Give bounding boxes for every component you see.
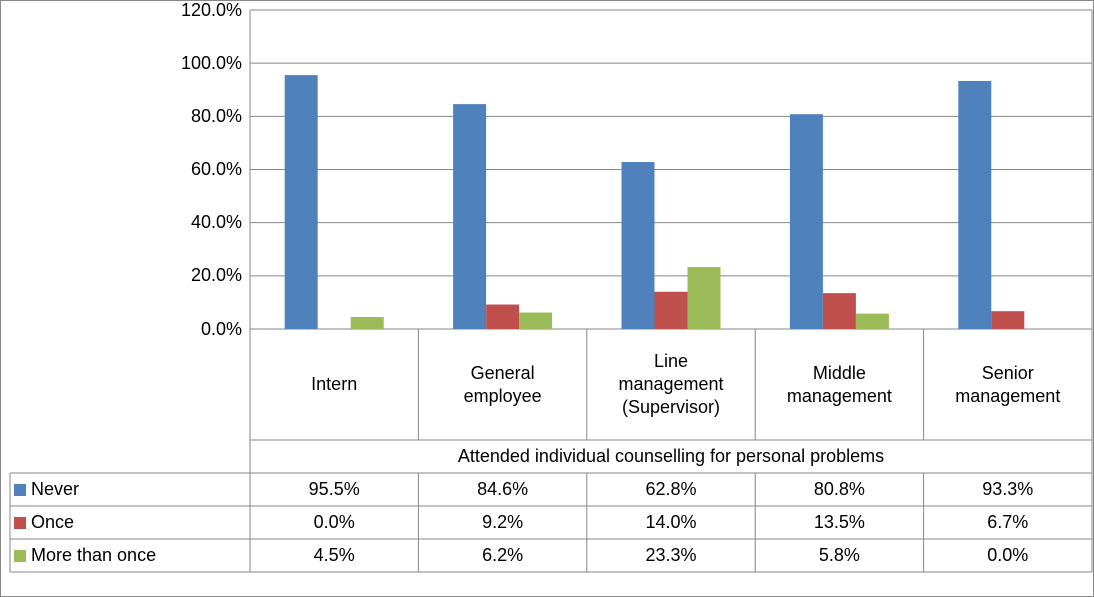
table-cell-text: 62.8% (645, 479, 697, 499)
table-cell-text: 4.5% (313, 545, 355, 565)
x-tick-label-text: Intern (311, 374, 358, 394)
table-cell-text: 5.8% (818, 545, 860, 565)
y-tick-label-text: 80.0% (190, 105, 242, 126)
table-cell-text: 80.8% (813, 479, 865, 499)
x-tick-label: Senior management (940, 329, 1076, 440)
table-cell: 80.8% (755, 473, 923, 506)
table-cell: 6.7% (924, 506, 1092, 539)
y-tick-label-text: 100.0% (180, 52, 242, 73)
y-tick-label-text: 40.0% (190, 212, 242, 233)
table-cell-text: 0.0% (987, 545, 1029, 565)
table-cell-text: 23.3% (645, 545, 697, 565)
table-cell-text: 93.3% (982, 479, 1034, 499)
legend-entry: Never (14, 473, 246, 506)
table-cell-text: 95.5% (308, 479, 360, 499)
bar (789, 114, 823, 329)
bar (855, 313, 889, 329)
table-cell: 14.0% (587, 506, 755, 539)
table-cell: 9.2% (418, 506, 586, 539)
table-cell: 4.5% (250, 539, 418, 572)
table-cell: 62.8% (587, 473, 755, 506)
bar (621, 162, 655, 329)
bar (350, 317, 384, 329)
y-tick-label-text: 20.0% (190, 265, 242, 286)
x-axis-title: Attended individual counselling for pers… (250, 440, 1092, 473)
legend-entry: More than once (14, 539, 246, 572)
table-cell: 0.0% (924, 539, 1092, 572)
legend-swatch (14, 483, 26, 496)
bar (687, 267, 721, 329)
bar (958, 80, 992, 329)
table-cell-text: 6.7% (987, 512, 1029, 532)
y-tick-label: 60.0% (130, 158, 242, 182)
table-cell: 0.0% (250, 506, 418, 539)
bar (486, 304, 520, 329)
y-tick-label: 40.0% (130, 211, 242, 235)
x-tick-label: Intern (266, 329, 402, 440)
bar (519, 312, 553, 329)
x-axis-title-text: Attended individual counselling for pers… (457, 446, 885, 466)
legend-swatch (14, 549, 26, 562)
bar (654, 291, 688, 329)
table-cell-text: 84.6% (477, 479, 529, 499)
x-tick-label: Middle management (771, 329, 907, 440)
legend-label: Once (31, 512, 75, 532)
x-tick-label: General employee (434, 329, 570, 440)
table-cell-text: 9.2% (482, 512, 524, 532)
x-tick-label: Line management (Supervisor) (603, 329, 739, 440)
legend-swatch (14, 516, 26, 529)
y-tick-label-text: 120.0% (180, 0, 242, 20)
x-tick-label-text: Senior management (955, 362, 1061, 406)
x-tick-label-text: Middle management (786, 362, 892, 406)
table-cell: 84.6% (418, 473, 586, 506)
bar (453, 104, 487, 329)
table-cell-text: 13.5% (813, 512, 865, 532)
legend-entry: Once (14, 506, 246, 539)
table-cell: 95.5% (250, 473, 418, 506)
table-cell: 13.5% (755, 506, 923, 539)
y-tick-label: 0.0% (130, 317, 242, 341)
legend-label: More than once (31, 545, 157, 565)
y-tick-label: 20.0% (130, 264, 242, 288)
x-tick-label-text: General employee (463, 362, 542, 406)
table-cell: 6.2% (418, 539, 586, 572)
table-cell-text: 0.0% (313, 512, 355, 532)
y-tick-label: 120.0% (130, 0, 242, 22)
table-cell-text: 14.0% (645, 512, 697, 532)
table-cell: 93.3% (924, 473, 1092, 506)
x-tick-label-text: Line management (Supervisor) (618, 351, 724, 417)
y-tick-label-text: 60.0% (190, 159, 242, 179)
y-tick-label: 80.0% (130, 104, 242, 128)
y-tick-label: 100.0% (130, 51, 242, 75)
table-cell: 5.8% (755, 539, 923, 572)
bar (284, 75, 318, 329)
bar (991, 311, 1025, 329)
bar (822, 293, 856, 329)
table-cell: 23.3% (587, 539, 755, 572)
y-tick-label-text: 0.0% (200, 318, 242, 339)
legend-label: Never (31, 479, 80, 499)
table-cell-text: 6.2% (482, 545, 524, 565)
